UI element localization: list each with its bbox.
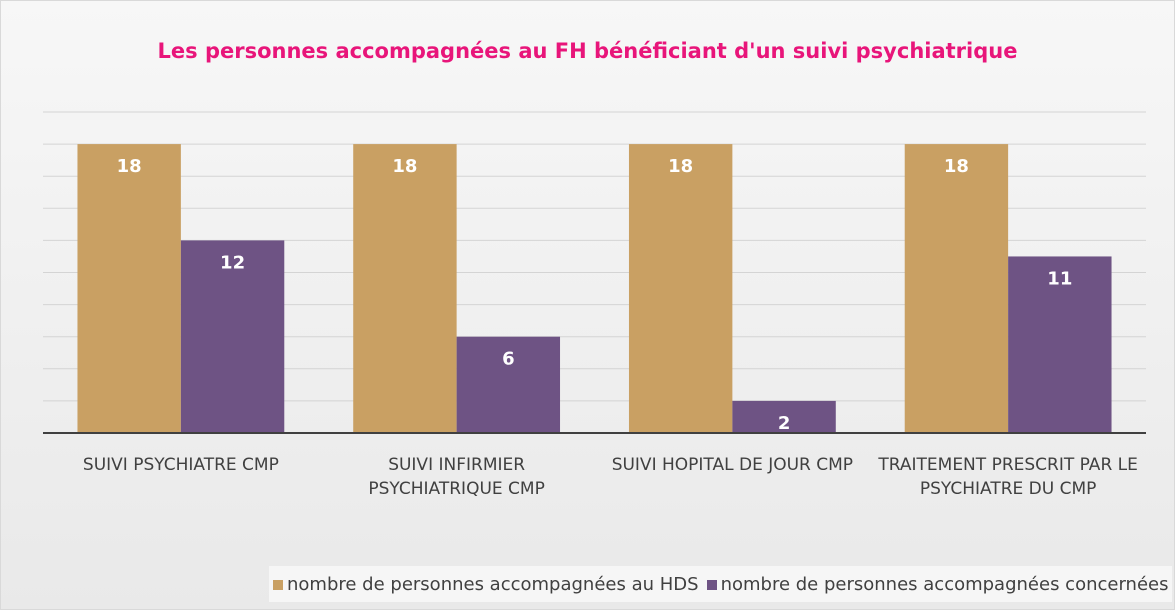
bar xyxy=(1008,256,1112,433)
legend-swatch xyxy=(273,579,283,590)
bar xyxy=(904,144,1009,433)
x-tick-label: TRAITEMENT PRESCRIT PAR LE PSYCHIATRE DU… xyxy=(878,455,1138,499)
bar xyxy=(180,240,285,433)
bar xyxy=(353,144,457,433)
legend: nombre de personnes accompagnées au HDS n… xyxy=(269,566,1173,602)
bar xyxy=(456,336,561,433)
chart-title: Les personnes accompagnées au FH bénéfic… xyxy=(157,39,1018,63)
legend-label: nombre de personnes accompagnées au HDS xyxy=(287,573,699,595)
legend-swatch xyxy=(706,579,717,590)
x-tick-label: SUIVI PSYCHIATRE CMP xyxy=(82,455,279,475)
x-tick-label: SUIVI INFIRMIER PSYCHIATRIQUE CMP xyxy=(368,455,545,499)
data-label: 18 xyxy=(944,156,969,177)
data-label: 2 xyxy=(778,413,791,434)
data-label: 18 xyxy=(117,156,142,177)
data-label: 11 xyxy=(1047,268,1072,289)
x-tick-label: SUIVI HOPITAL DE JOUR CMP xyxy=(611,455,854,475)
bar xyxy=(628,144,733,433)
data-label: 18 xyxy=(668,156,693,177)
legend-label: nombre de personnes accompagnées concern… xyxy=(720,573,1169,595)
bar xyxy=(732,400,836,433)
data-label: 6 xyxy=(502,349,515,370)
legend-item: nombre de personnes accompagnées concern… xyxy=(706,573,1169,595)
data-label: 12 xyxy=(220,252,245,273)
bar xyxy=(77,144,181,433)
legend-item: nombre de personnes accompagnées au HDS xyxy=(273,574,699,595)
data-label: 18 xyxy=(392,156,417,177)
